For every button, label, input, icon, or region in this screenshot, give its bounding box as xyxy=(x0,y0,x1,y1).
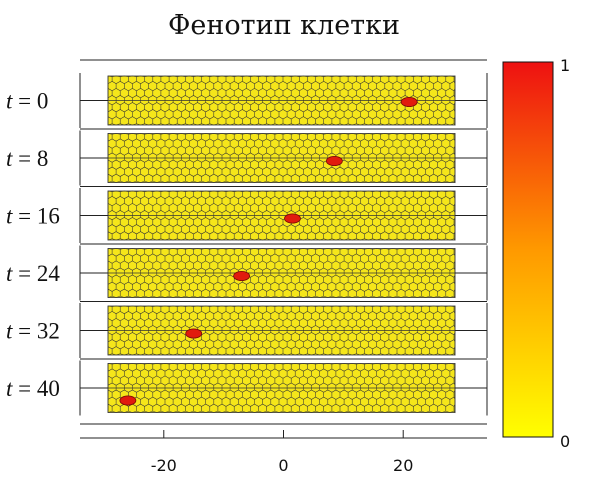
cell-boundaries xyxy=(107,247,456,299)
row-label-var: t xyxy=(6,89,13,114)
highlighted-cell xyxy=(400,97,418,108)
row-label-var: t xyxy=(6,146,13,171)
time-rows: t = 0t = 8t = 16t = 24t = 32t = 40 xyxy=(6,73,488,416)
time-row: t = 16 xyxy=(6,186,488,243)
highlighted-cell xyxy=(233,270,251,281)
cell-boundaries xyxy=(107,132,456,184)
row-label-value: = 24 xyxy=(12,261,60,286)
x-tick-label: 20 xyxy=(393,456,413,475)
highlighted-cell xyxy=(325,155,343,166)
row-label-var: t xyxy=(6,376,13,401)
cell-grid xyxy=(107,247,456,299)
cell-boundaries xyxy=(107,363,456,414)
row-label-value: = 0 xyxy=(12,89,48,114)
cell-grid xyxy=(107,190,456,241)
highlighted-cell xyxy=(119,395,137,406)
highlighted-cell xyxy=(284,213,301,224)
highlighted-cell xyxy=(185,328,203,339)
row-label: t = 8 xyxy=(6,146,48,171)
x-tick-label: -20 xyxy=(151,456,177,475)
colorbar-max-label: 1 xyxy=(560,56,570,75)
colorbar-gradient xyxy=(502,61,554,438)
row-label: t = 24 xyxy=(6,261,60,286)
row-label-value: = 40 xyxy=(12,376,59,401)
row-label: t = 0 xyxy=(6,89,48,114)
colorbar: 1 0 xyxy=(502,56,570,451)
row-label-value: = 8 xyxy=(12,146,48,171)
row-label-var: t xyxy=(6,261,13,286)
row-label-value: = 32 xyxy=(12,319,59,344)
time-row: t = 0 xyxy=(6,73,488,128)
row-label-value: = 16 xyxy=(12,204,59,229)
x-axis: -20 0 20 xyxy=(151,430,413,475)
row-label: t = 16 xyxy=(6,204,60,229)
cell-grid xyxy=(107,132,456,184)
row-label-var: t xyxy=(6,204,13,229)
cell-grid xyxy=(107,305,456,356)
time-row: t = 24 xyxy=(6,243,488,301)
row-label: t = 32 xyxy=(6,319,60,344)
colorbar-min-label: 0 xyxy=(560,432,570,451)
time-row: t = 32 xyxy=(6,301,488,358)
time-row: t = 40 xyxy=(6,358,488,416)
row-label-var: t xyxy=(6,319,13,344)
row-label: t = 40 xyxy=(6,376,60,401)
cell-boundaries xyxy=(107,190,456,241)
figure-title: Фенотип клетки xyxy=(168,10,400,41)
cell-grid xyxy=(107,363,456,414)
time-row: t = 8 xyxy=(6,128,488,186)
x-tick-label: 0 xyxy=(278,456,288,475)
cell-boundaries xyxy=(107,305,456,356)
